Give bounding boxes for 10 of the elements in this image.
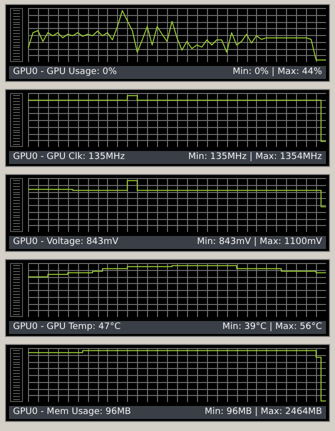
text: GPU0 - GPU Usage: 0%: [13, 66, 117, 79]
text: Min: 0% | Max: 44%: [232, 66, 322, 79]
text: GPU0 - GPU Temp: 47°C: [13, 321, 121, 334]
text: Min: 39°C | Max: 56°C: [222, 321, 322, 334]
text: Min: 135MHz | Max: 1354MHz: [188, 151, 322, 164]
text: GPU0 - Mem Usage: 96MB: [13, 406, 131, 419]
text: Min: 96MB | Max: 2464MB: [204, 406, 322, 419]
text: GPU0 - GPU Clk: 135MHz: [13, 151, 125, 164]
text: Min: 843mV | Max: 1100mV: [196, 236, 322, 249]
text: GPU0 - Voltage: 843mV: [13, 236, 118, 249]
